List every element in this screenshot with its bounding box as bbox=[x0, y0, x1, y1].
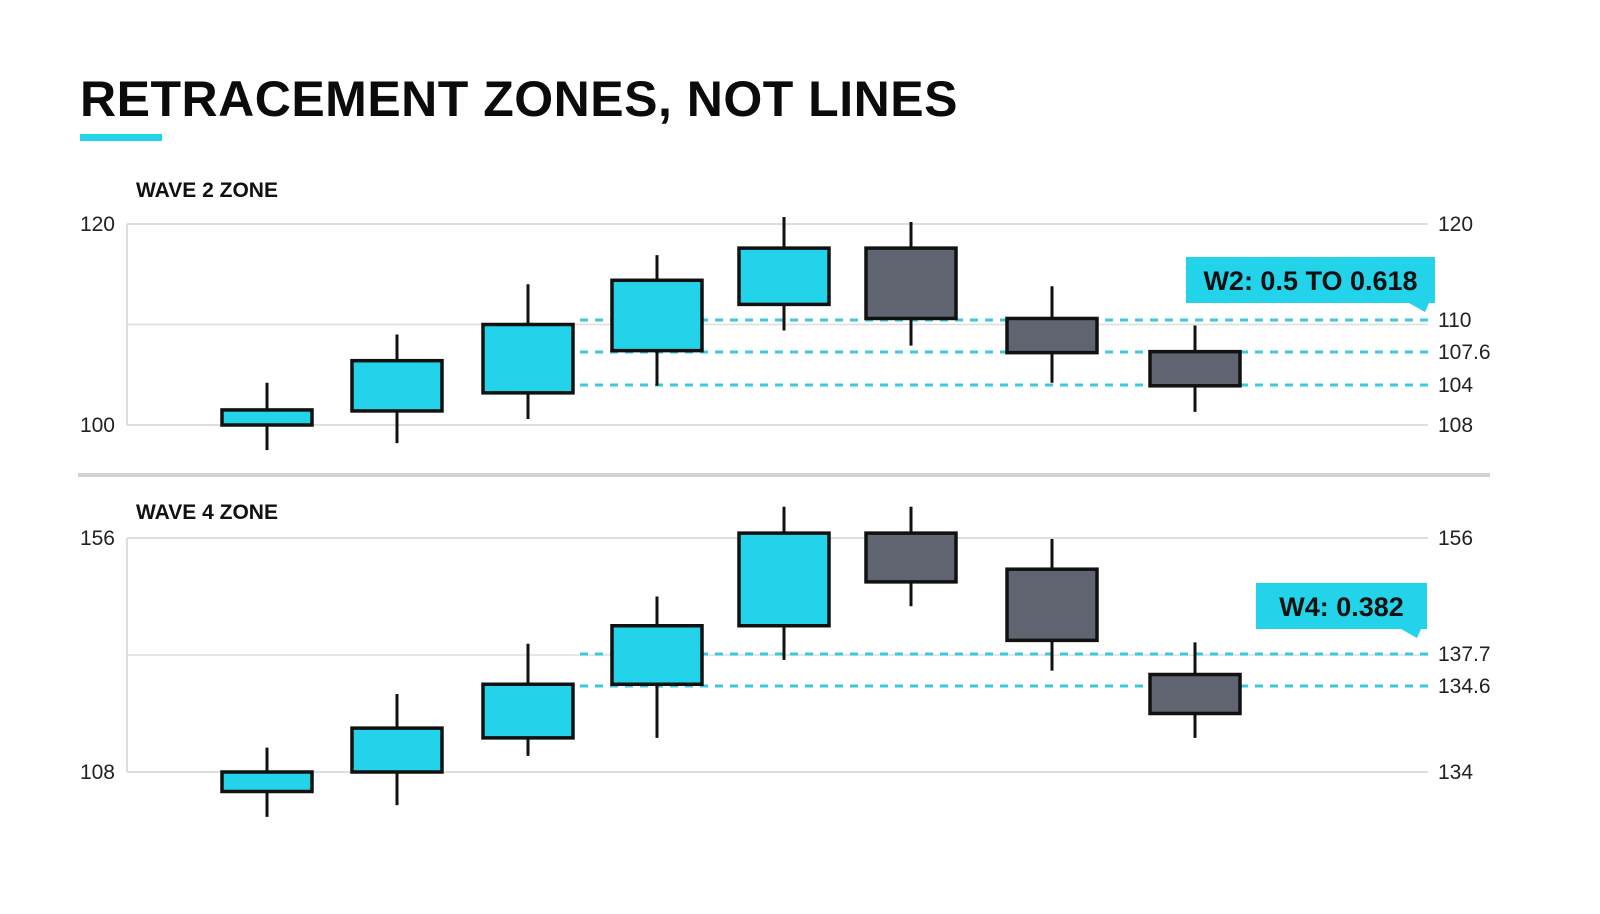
wave4-left-tick-label: 156 bbox=[80, 527, 115, 550]
wave4-candle-body bbox=[481, 682, 575, 740]
wave2-right-tick-label: 108 bbox=[1438, 414, 1473, 437]
wave4-panel-title: WAVE 4 ZONE bbox=[136, 501, 278, 524]
wave2-panel-title: WAVE 2 ZONE bbox=[136, 179, 278, 202]
wave2-candle-body bbox=[864, 246, 958, 321]
title-underline bbox=[80, 134, 162, 141]
wave2-right-tick-label: 110 bbox=[1438, 309, 1471, 332]
wave2-candle-body bbox=[350, 358, 444, 413]
wave2-callout-box bbox=[1186, 257, 1435, 303]
wave4-candle-body bbox=[1005, 567, 1099, 643]
wave2-right-tick-label: 107.6 bbox=[1438, 341, 1491, 364]
wave4-candle-body bbox=[1148, 672, 1242, 716]
page-title: RETRACEMENT ZONES, NOT LINES bbox=[80, 71, 958, 127]
wave2-callout-pointer bbox=[1409, 303, 1429, 312]
wave2-left-tick-label: 120 bbox=[80, 213, 115, 236]
wave4-callout-label: W4: 0.382 bbox=[1279, 592, 1404, 622]
wave2-left-tick-label: 100 bbox=[80, 414, 115, 437]
wave4-right-tick-label: 156 bbox=[1438, 527, 1473, 550]
wave4-candle-body bbox=[864, 531, 958, 584]
wave4-callout-box bbox=[1256, 583, 1427, 629]
wave2-candle-body bbox=[1148, 349, 1242, 388]
wave4-candle-body bbox=[610, 624, 704, 686]
wave4-left-tick-label: 108 bbox=[80, 761, 115, 784]
wave4-candle-body bbox=[737, 531, 831, 628]
wave4-candle-body bbox=[220, 770, 314, 794]
wave4-candle-body bbox=[350, 726, 444, 774]
wave2-candle-body bbox=[1005, 316, 1099, 355]
wave4-callout-pointer bbox=[1401, 629, 1421, 638]
wave4-right-tick-label: 137.7 bbox=[1438, 643, 1491, 666]
wave4-right-tick-label: 134 bbox=[1438, 761, 1473, 784]
wave2-right-tick-label: 120 bbox=[1438, 213, 1473, 236]
wave4-right-tick-label: 134.6 bbox=[1438, 675, 1491, 698]
wave2-candle-body bbox=[610, 278, 704, 353]
wave2-callout-label: W2: 0.5 TO 0.618 bbox=[1203, 266, 1417, 296]
wave2-candle-body bbox=[220, 408, 314, 427]
wave2-candle-body bbox=[737, 246, 831, 307]
wave2-candle-body bbox=[481, 322, 575, 395]
wave2-right-tick-label: 104 bbox=[1438, 374, 1473, 397]
